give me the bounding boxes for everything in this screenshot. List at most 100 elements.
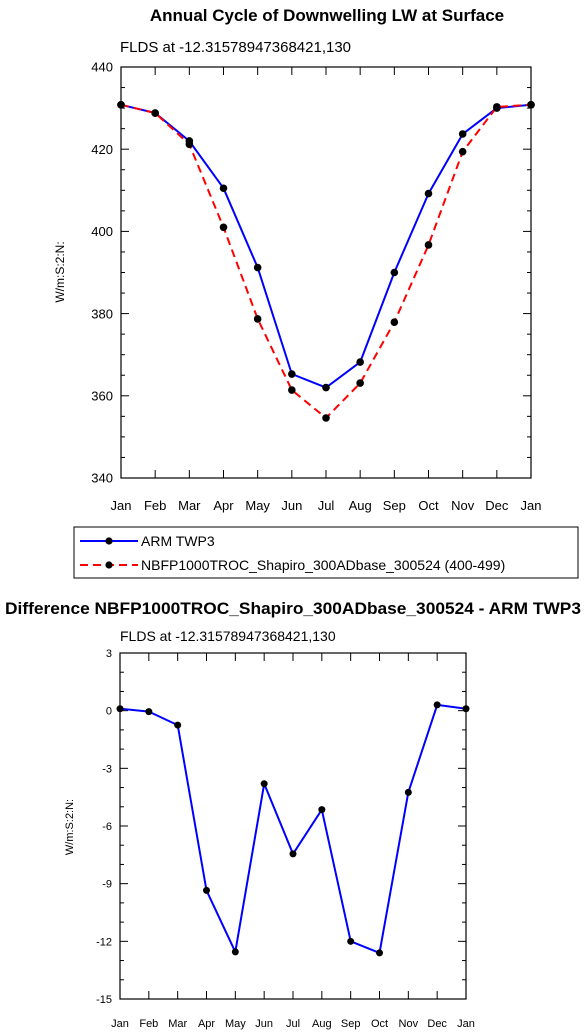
diff-y-tick-labels: -15 -12 -9 -6 -3 0 3 xyxy=(96,648,112,1006)
x-tick-label: Aug xyxy=(349,498,372,513)
data-point-0 xyxy=(219,184,228,193)
data-point-1 xyxy=(185,140,194,149)
legend: ARM TWP3 NBFP1000TROC_Shapiro_300ADbase_… xyxy=(73,526,579,579)
data-point-1 xyxy=(151,109,159,117)
diff-chart-title: Difference NBFP1000TROC_Shapiro_300ADbas… xyxy=(5,599,581,618)
y-tick-label: -12 xyxy=(96,936,112,948)
y-tick-label: -6 xyxy=(102,821,112,833)
data-point-0 xyxy=(356,358,364,366)
data-point-1 xyxy=(424,241,433,249)
x-tick-labels: Jan Feb Mar Apr May Jun Jul Aug Sep Oct Nov Dec Jan xyxy=(111,498,542,513)
x-tick-label: Apr xyxy=(198,1018,215,1030)
data-point-1 xyxy=(390,318,399,327)
x-tick-label: Sep xyxy=(341,1018,361,1030)
data-point-0 xyxy=(424,189,433,198)
chart-subtitle: FLDS at -12.31578947368421,130 xyxy=(120,39,351,56)
data-point-1 xyxy=(527,101,535,109)
data-point-0 xyxy=(203,886,210,894)
series-line-0 xyxy=(119,703,467,954)
data-point-1 xyxy=(493,103,501,111)
x-tick-label: Sep xyxy=(383,498,406,513)
x-tick-label: Jun xyxy=(281,498,302,513)
y-tick-labels: 340 360 380 400 420 440 xyxy=(91,60,113,486)
annual-cycle-chart: Annual Cycle of Downwelling LW at Surfac… xyxy=(53,6,541,513)
data-point-0 xyxy=(260,780,268,788)
data-point-0 xyxy=(289,850,297,858)
x-tick-label: Dec xyxy=(485,498,509,513)
x-tick-label: Jan xyxy=(111,1018,129,1030)
series-group xyxy=(117,101,535,422)
series-line-0 xyxy=(120,103,532,389)
x-tick-label: Feb xyxy=(139,1018,158,1030)
data-point-0 xyxy=(231,948,239,956)
x-tick-label: Feb xyxy=(144,498,166,513)
y-tick-label: 340 xyxy=(91,471,113,486)
diff-plot-frame xyxy=(119,652,467,1000)
diff-series-group xyxy=(116,701,470,957)
data-point-1 xyxy=(253,315,262,323)
x-tick-label: Oct xyxy=(418,498,439,513)
x-tick-label: Nov xyxy=(451,498,475,513)
data-point-1 xyxy=(219,223,228,232)
diff-tick-marks xyxy=(119,652,467,1000)
data-point-0 xyxy=(322,383,330,392)
y-tick-label: 420 xyxy=(91,142,113,157)
data-point-1 xyxy=(322,414,330,422)
data-point-1 xyxy=(117,101,125,109)
data-point-0 xyxy=(174,721,182,729)
legend-label-model: NBFP1000TROC_Shapiro_300ADbase_300524 (4… xyxy=(141,557,505,573)
x-tick-label: Apr xyxy=(213,498,234,513)
y-tick-label: 360 xyxy=(91,388,113,403)
diff-x-tick-labels: Jan Feb Mar Apr May Jun Jul Aug Sep Oct Nov Dec Jan xyxy=(111,1018,475,1030)
x-tick-label: Jan xyxy=(521,498,542,513)
chart-title: Annual Cycle of Downwelling LW at Surfac… xyxy=(150,6,504,25)
data-point-0 xyxy=(288,370,296,378)
legend-marker-arm xyxy=(105,537,113,545)
legend-label-arm: ARM TWP3 xyxy=(141,533,215,549)
x-tick-label: May xyxy=(225,1018,246,1030)
x-tick-label: Aug xyxy=(312,1018,332,1030)
tick-marks xyxy=(120,66,532,479)
data-point-0 xyxy=(433,701,441,709)
x-tick-label: May xyxy=(245,498,270,513)
diff-chart-subtitle: FLDS at -12.31578947368421,130 xyxy=(120,628,336,644)
data-point-0 xyxy=(145,708,153,716)
data-point-0 xyxy=(458,130,467,138)
data-point-0 xyxy=(318,806,326,814)
data-point-0 xyxy=(376,949,383,957)
data-point-0 xyxy=(404,788,412,796)
data-point-1 xyxy=(356,379,364,387)
x-tick-label: Jan xyxy=(457,1018,475,1030)
x-tick-label: Mar xyxy=(168,1018,187,1030)
legend-marker-model xyxy=(105,561,113,569)
data-point-0 xyxy=(253,263,262,272)
data-point-0 xyxy=(116,705,124,713)
x-tick-label: Jul xyxy=(286,1018,300,1030)
difference-chart: Difference NBFP1000TROC_Shapiro_300ADbas… xyxy=(5,599,581,1030)
x-tick-label: Jun xyxy=(255,1018,273,1030)
y-tick-label: 3 xyxy=(106,648,112,660)
data-point-0 xyxy=(347,937,355,945)
series-line-1 xyxy=(120,103,532,419)
x-tick-label: Mar xyxy=(178,498,201,513)
x-tick-label: Oct xyxy=(371,1018,388,1030)
y-axis-label: W/m:S:2:N: xyxy=(53,241,67,302)
y-tick-label: 380 xyxy=(91,306,113,321)
y-tick-label: -9 xyxy=(102,879,112,891)
data-point-0 xyxy=(462,705,470,713)
legend-box xyxy=(73,526,579,579)
y-tick-label: -15 xyxy=(96,994,112,1006)
x-tick-label: Nov xyxy=(399,1018,419,1030)
y-tick-label: 0 xyxy=(106,706,112,718)
y-tick-label: 400 xyxy=(91,224,113,239)
x-tick-label: Jan xyxy=(111,498,132,513)
x-tick-label: Dec xyxy=(427,1018,447,1030)
data-point-0 xyxy=(390,268,399,277)
data-point-1 xyxy=(288,386,296,394)
data-point-1 xyxy=(458,147,467,156)
x-tick-label: Jul xyxy=(318,498,335,513)
y-tick-label: -3 xyxy=(102,763,112,775)
y-tick-label: 440 xyxy=(91,60,113,75)
diff-y-axis-label: W/m:S:2:N: xyxy=(64,799,76,855)
